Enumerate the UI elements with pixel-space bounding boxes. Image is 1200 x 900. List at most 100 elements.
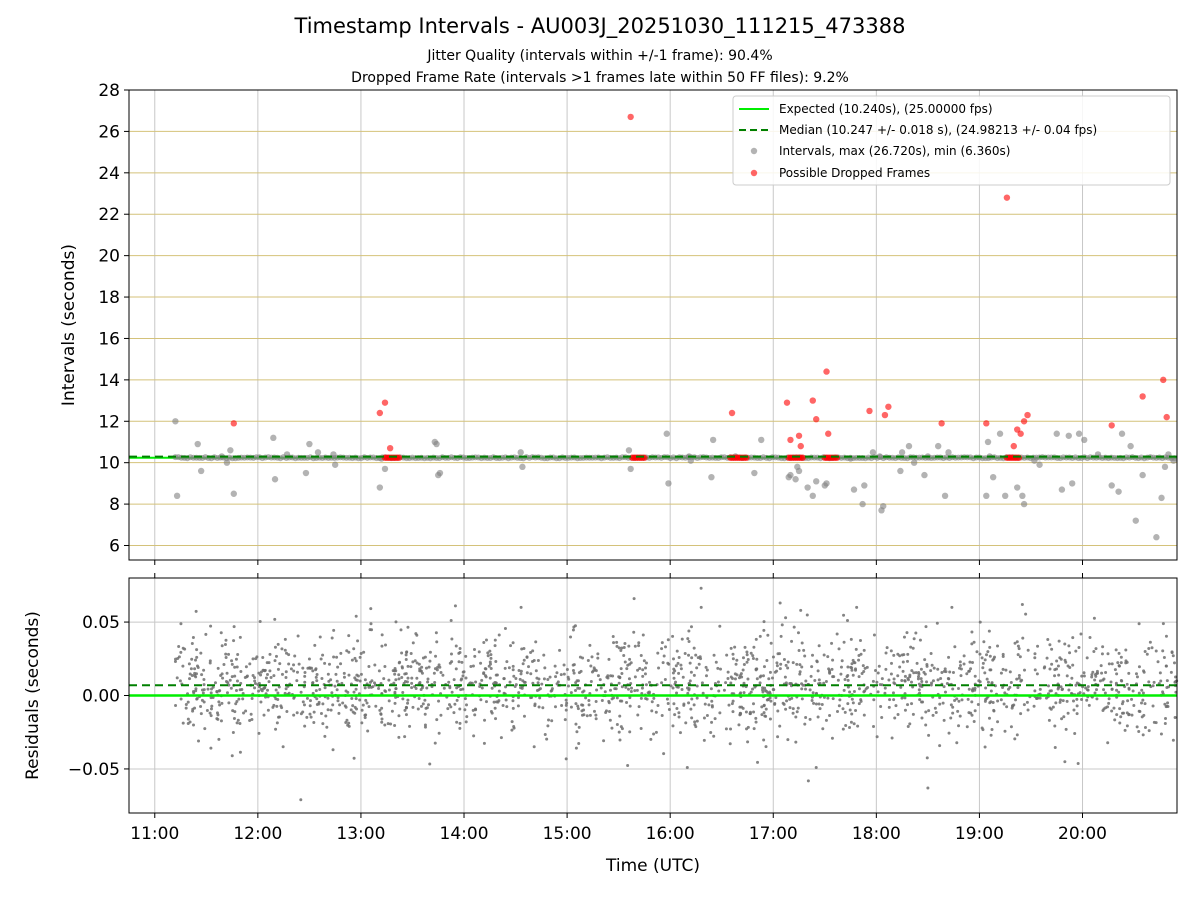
residual-point [233, 665, 237, 669]
residual-point [1170, 651, 1174, 655]
residual-point [880, 716, 884, 720]
residual-point [1062, 715, 1066, 719]
residual-point [924, 710, 928, 714]
residual-point [1074, 649, 1078, 653]
residual-point [880, 677, 884, 681]
residual-point [1116, 661, 1120, 665]
residual-point [419, 669, 423, 673]
residual-point [690, 656, 694, 660]
residual-point [812, 701, 816, 705]
residual-point [889, 672, 893, 676]
residual-point [681, 675, 685, 679]
dropped-frame-point [1024, 411, 1031, 419]
residual-point [744, 710, 748, 714]
residual-point [275, 704, 279, 708]
residual-point [786, 660, 790, 664]
residual-point [512, 674, 516, 678]
residual-point [933, 706, 937, 710]
residual-point [209, 624, 213, 628]
residual-point [217, 737, 221, 741]
residual-point [194, 675, 198, 679]
residual-point [580, 703, 584, 707]
legend-intervals-marker [750, 147, 758, 155]
residual-point [618, 714, 622, 718]
residual-point [970, 713, 974, 717]
residual-point [731, 657, 735, 661]
residual-point [728, 742, 732, 746]
residual-point [739, 691, 743, 695]
residual-point [442, 686, 446, 690]
residual-point [686, 691, 690, 695]
residual-point [403, 679, 407, 683]
residual-point [814, 702, 818, 706]
residual-point [903, 679, 907, 683]
residual-point [406, 676, 410, 680]
residual-point [329, 708, 333, 712]
residual-point [615, 723, 619, 727]
residual-point [449, 618, 453, 622]
residual-point [828, 713, 832, 717]
residual-point [403, 672, 407, 676]
residual-point [437, 699, 441, 703]
residual-point [363, 716, 367, 720]
residual-point [261, 655, 265, 659]
residual-point [1115, 713, 1119, 717]
residual-point [836, 710, 840, 714]
residual-point [209, 714, 213, 718]
residual-point [1001, 686, 1005, 690]
residual-point [573, 689, 577, 693]
residual-point [187, 662, 191, 666]
residual-point [523, 680, 527, 684]
top-y-tick-label: 24 [98, 164, 120, 184]
residual-point [1076, 761, 1080, 765]
residual-point [884, 651, 888, 655]
dropped-frame-point [797, 442, 804, 450]
residual-point [576, 704, 580, 708]
residual-point [335, 679, 339, 683]
residual-point [650, 700, 654, 704]
interval-point [813, 478, 820, 485]
residual-point [373, 663, 377, 667]
residual-point [1084, 686, 1088, 690]
residual-point [689, 625, 693, 629]
residual-point [733, 645, 737, 649]
residual-point [174, 704, 178, 708]
residual-point [1141, 691, 1145, 695]
residual-point [228, 678, 232, 682]
residual-point [603, 690, 607, 694]
residual-point [1100, 652, 1104, 656]
residual-point [312, 721, 316, 725]
residual-point [783, 675, 787, 679]
residual-point [512, 726, 516, 730]
residual-point [415, 676, 419, 680]
residual-point [683, 652, 687, 656]
residual-point [238, 688, 242, 692]
residual-point [1065, 674, 1069, 678]
residual-point [339, 651, 343, 655]
residual-point [273, 645, 277, 649]
residual-point [472, 648, 476, 652]
residual-point [462, 670, 466, 674]
residual-point [996, 699, 1000, 703]
residual-point [341, 701, 345, 705]
residual-point [488, 649, 492, 653]
residual-point [851, 701, 855, 705]
residual-point [778, 724, 782, 728]
residual-point [657, 666, 661, 670]
residual-point [943, 667, 947, 671]
residual-point [1135, 675, 1139, 679]
residual-point [216, 666, 220, 670]
residual-point [1015, 640, 1019, 644]
residual-point [751, 687, 755, 691]
residual-point [619, 667, 623, 671]
residual-point [1022, 703, 1026, 707]
residual-point [575, 730, 579, 734]
residual-point [450, 690, 454, 694]
residual-point [734, 662, 738, 666]
residual-point [1071, 636, 1075, 640]
legend-dropped-label: Possible Dropped Frames [779, 166, 930, 180]
residual-point [1125, 682, 1129, 686]
interval-point [331, 461, 339, 468]
residual-point [299, 798, 303, 802]
interval-point [270, 434, 277, 442]
